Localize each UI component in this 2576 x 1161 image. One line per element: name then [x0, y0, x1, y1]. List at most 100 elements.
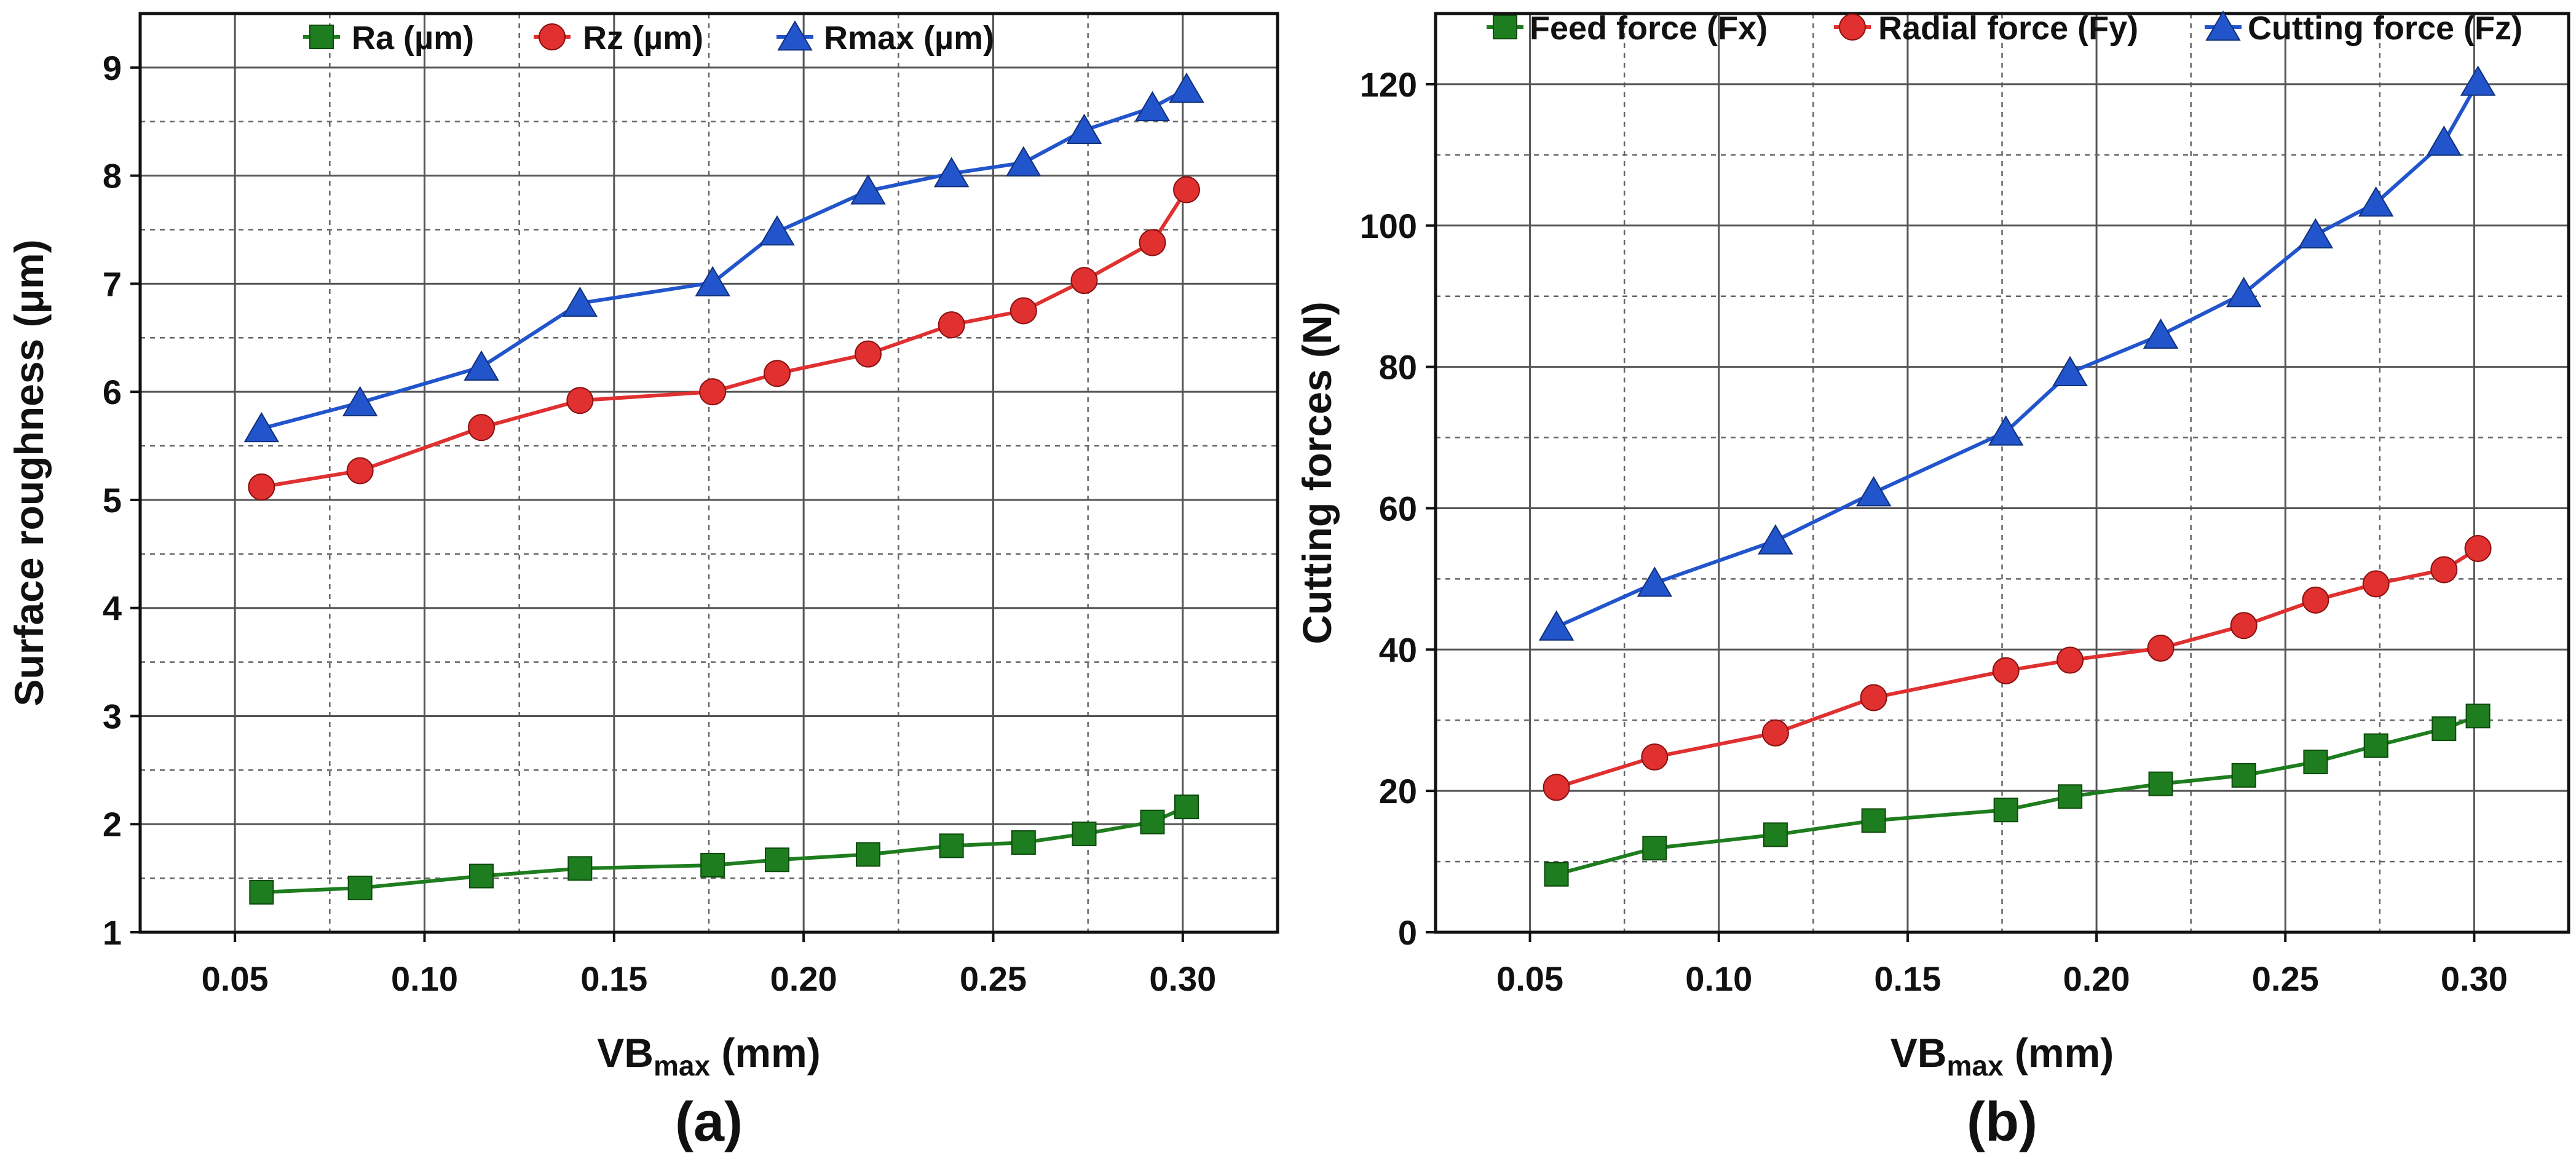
y-tick-label: 60	[1379, 489, 1417, 528]
legend-item: Ra (µm)	[303, 20, 474, 57]
x-tick-label: 0.05	[1496, 959, 1563, 998]
plot-frame	[138, 12, 1279, 934]
data-point	[1140, 809, 1165, 834]
data-point	[759, 215, 795, 246]
data-point	[1134, 90, 1171, 122]
data-point	[856, 842, 880, 867]
data-point	[1006, 146, 1041, 176]
x-tick-label: 0.10	[1685, 959, 1752, 998]
legend-marker	[1839, 14, 1866, 41]
data-point	[249, 879, 274, 905]
data-point	[938, 311, 965, 339]
x-tick-label: 0.25	[960, 959, 1027, 998]
legend-item: Rz (µm)	[534, 20, 703, 57]
legend-item: Rmax (µm)	[776, 20, 994, 57]
y-tick-label: 5	[103, 481, 122, 520]
data-point	[933, 157, 970, 188]
data-point	[2465, 703, 2491, 729]
y-tick-label: 7	[103, 264, 122, 303]
data-point	[1543, 774, 1570, 801]
data-point	[2231, 763, 2256, 788]
data-point	[1860, 684, 1887, 711]
legend-label: Rz (µm)	[583, 20, 703, 57]
data-point	[1009, 297, 1037, 325]
data-point	[562, 287, 598, 317]
data-point	[2147, 635, 2175, 662]
data-point	[468, 414, 495, 442]
series-1	[249, 794, 1199, 905]
axis-ticks: 0.05 0.10 0.15 0.20 0.25 0.30 0 20 40 60 80 100 120	[1360, 65, 2508, 998]
data-point	[464, 350, 499, 381]
x-axis-title: VBmax (mm)	[597, 1030, 820, 1082]
y-tick-label: 1	[103, 913, 122, 952]
data-point	[1072, 822, 1097, 847]
y-tick-label: 100	[1360, 207, 1417, 245]
cutting-forces-chart: 0.05 0.10 0.15 0.20 0.25 0.30020406080100120 …	[1294, 10, 2570, 1153]
x-axis-title-unit: (mm)	[2004, 1030, 2114, 1076]
data-point	[2052, 355, 2088, 387]
data-point	[1642, 836, 1667, 861]
data-point	[346, 457, 374, 485]
y-tick-label: 4	[103, 589, 122, 628]
legend-marker	[777, 20, 813, 51]
data-point	[1993, 798, 2018, 823]
data-point	[1855, 476, 1892, 507]
legend-label: Feed force (Fx)	[1530, 10, 1768, 47]
data-point	[342, 386, 378, 417]
x-tick-label: 0.15	[1874, 959, 1941, 998]
data-point	[939, 833, 964, 858]
series-1	[1544, 703, 2491, 887]
x-tick-label: 0.15	[580, 959, 647, 998]
legend-marker	[2205, 10, 2241, 41]
data-point	[1139, 229, 1166, 256]
series-layer	[243, 73, 1204, 905]
data-point	[2460, 65, 2496, 96]
data-point	[566, 387, 594, 414]
data-point	[1763, 822, 1788, 847]
data-point	[567, 856, 593, 881]
panel-label: (a)	[675, 1092, 743, 1153]
y-axis-title: Cutting forces (N)	[1294, 301, 1340, 644]
x-tick-label: 0.10	[391, 959, 458, 998]
data-point	[469, 863, 494, 889]
data-point	[1988, 415, 2024, 446]
data-point	[2226, 277, 2262, 307]
data-point	[248, 473, 275, 501]
series-line	[1555, 81, 2480, 629]
y-tick-label: 9	[103, 49, 122, 87]
y-tick-label: 6	[103, 373, 122, 411]
y-tick-label: 2	[103, 805, 122, 844]
data-point	[855, 340, 882, 368]
legend-label: Ra (µm)	[352, 20, 474, 57]
data-point	[695, 266, 730, 296]
data-point	[1544, 862, 1569, 887]
legend: Feed force (Fx) Radial force (Fy) Cutting …	[1487, 10, 2523, 47]
y-tick-label: 80	[1379, 348, 1417, 387]
x-axis-title-subscript: max	[654, 1050, 710, 1082]
data-point	[2362, 570, 2390, 598]
data-point	[2303, 750, 2328, 775]
x-tick-label: 0.20	[2063, 959, 2130, 998]
y-tick-label: 8	[103, 157, 122, 196]
surface-roughness-chart: 0.05 0.10 0.15 0.20 0.25 0.30 1 2 3 4 5 6 7 8 9 Ra (µm…	[6, 12, 1279, 1153]
legend-item: Feed force (Fx)	[1487, 10, 1768, 47]
x-tick-label: 0.30	[2441, 959, 2508, 998]
y-tick-label: 120	[1360, 65, 1417, 104]
legend-item: Radial force (Fy)	[1834, 10, 2138, 47]
data-point	[2464, 534, 2492, 562]
data-point	[2430, 556, 2458, 584]
y-tick-label: 20	[1379, 772, 1417, 810]
data-point	[2148, 771, 2173, 796]
data-point	[850, 174, 886, 205]
data-point	[1758, 524, 1793, 555]
series-2	[1543, 534, 2492, 801]
legend-item: Cutting force (Fz)	[2205, 10, 2523, 47]
series-line	[261, 87, 1188, 430]
panel-label: (b)	[1967, 1092, 2037, 1153]
data-point	[1637, 566, 1673, 597]
axis-ticks: 0.05 0.10 0.15 0.20 0.25 0.30 1 2 3 4 5 6 7 8 9	[103, 49, 1216, 998]
x-tick-label: 0.30	[1149, 959, 1216, 998]
data-point	[243, 411, 280, 443]
legend-marker	[539, 23, 566, 50]
